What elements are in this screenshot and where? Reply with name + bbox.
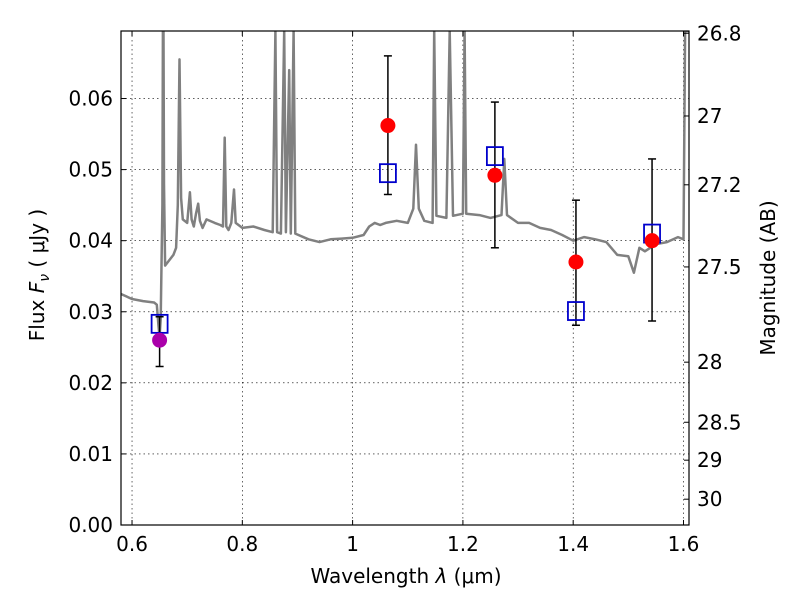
- y-tick-label: 0.02: [68, 371, 113, 395]
- x-tick-label: 1.6: [668, 532, 700, 556]
- y2-tick-label: 28.5: [697, 410, 742, 434]
- y2-tick-label: 27: [697, 104, 722, 128]
- observed-point: [568, 254, 584, 270]
- y-tick-label: 0.06: [68, 87, 113, 111]
- tick-labels: 0.6 0.8 1 1.2 1.4 1.6 0.00 0.01 0.02 0.03 0.04 0.05…: [68, 21, 741, 556]
- x-tick-label: 1.4: [557, 532, 589, 556]
- model-photometry-square: [379, 163, 397, 184]
- y-axis-label: Flux Fν ( μJy ): [25, 209, 53, 341]
- ticks: [121, 31, 689, 526]
- x-tick-label: 0.6: [116, 532, 148, 556]
- model-photometry-square: [567, 301, 585, 321]
- y2-tick-label: 27.5: [697, 255, 742, 279]
- y2-tick-label: 27.2: [697, 173, 742, 197]
- y-tick-label: 0.03: [68, 300, 113, 324]
- x-tick-label: 1: [346, 532, 359, 556]
- observed-point: [487, 167, 503, 183]
- plot-area: [121, 31, 689, 368]
- y2-tick-label: 26.8: [697, 21, 742, 45]
- y-tick-label: 0.05: [68, 158, 113, 182]
- y2-tick-label: 30: [697, 487, 722, 511]
- observed-point: [644, 233, 660, 249]
- y2-tick-label: 29: [697, 448, 722, 472]
- x-tick-label: 1.2: [447, 532, 479, 556]
- y-tick-label: 0.00: [68, 513, 113, 537]
- x-axis-label: Wavelength λ (μm): [310, 564, 501, 588]
- y-tick-label: 0.01: [68, 442, 113, 466]
- observed-point: [380, 118, 396, 134]
- axes-frame: [120, 30, 690, 526]
- x-tick-label: 0.8: [226, 532, 258, 556]
- y2-tick-label: 28: [697, 350, 722, 374]
- model-spectrum-line: [121, 31, 689, 338]
- model-photometry-square: [485, 146, 504, 166]
- y2-axis-label: Magnitude (AB): [756, 200, 780, 355]
- observed-point: [152, 332, 168, 348]
- y-tick-label: 0.04: [68, 229, 113, 253]
